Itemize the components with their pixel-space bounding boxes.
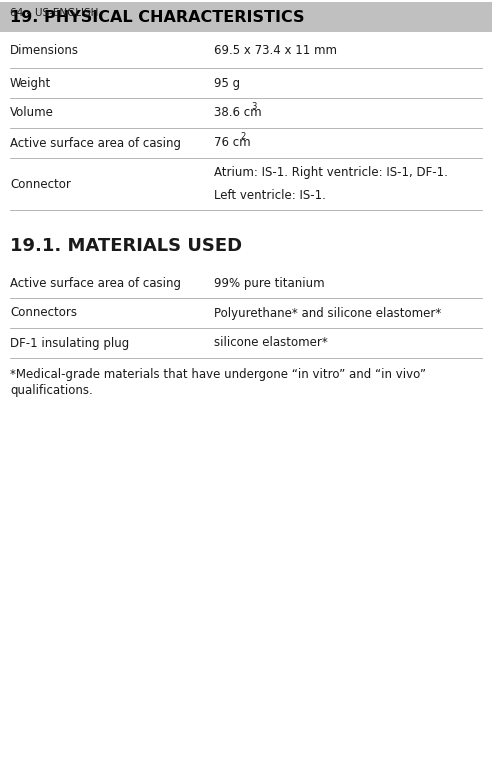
Text: 19.1. MATERIALS USED: 19.1. MATERIALS USED [10, 237, 242, 255]
Text: Active surface area of casing: Active surface area of casing [10, 277, 181, 290]
Text: 2: 2 [241, 132, 246, 141]
Text: silicone elastomer*: silicone elastomer* [214, 337, 328, 350]
Text: Weight: Weight [10, 76, 51, 89]
Text: Atrium: IS-1. Right ventricle: IS-1, DF-1.: Atrium: IS-1. Right ventricle: IS-1, DF-… [214, 166, 448, 179]
Text: 69.5 x 73.4 x 11 mm: 69.5 x 73.4 x 11 mm [214, 44, 337, 57]
Text: DF-1 insulating plug: DF-1 insulating plug [10, 337, 129, 350]
Text: 19. PHYSICAL CHARACTERISTICS: 19. PHYSICAL CHARACTERISTICS [10, 9, 305, 24]
Bar [0, 2, 492, 32]
Text: qualifications.: qualifications. [10, 384, 93, 397]
Text: Polyurethane* and silicone elastomer*: Polyurethane* and silicone elastomer* [214, 306, 441, 319]
Text: Dimensions: Dimensions [10, 44, 79, 57]
Text: 64 – US-ENGLISH: 64 – US-ENGLISH [10, 8, 98, 18]
Text: Volume: Volume [10, 107, 54, 120]
Text: Left ventricle: IS-1.: Left ventricle: IS-1. [214, 189, 326, 202]
Text: 76 cm: 76 cm [214, 136, 250, 149]
Text: Connectors: Connectors [10, 306, 77, 319]
Text: Connector: Connector [10, 178, 71, 190]
Text: *Medical-grade materials that have undergone “in vitro” and “in vivo”: *Medical-grade materials that have under… [10, 368, 426, 381]
Text: 38.6 cm: 38.6 cm [214, 107, 262, 120]
Text: 99% pure titanium: 99% pure titanium [214, 277, 325, 290]
Text: 95 g: 95 g [214, 76, 240, 89]
Text: Active surface area of casing: Active surface area of casing [10, 136, 181, 149]
Text: 3: 3 [251, 102, 256, 111]
